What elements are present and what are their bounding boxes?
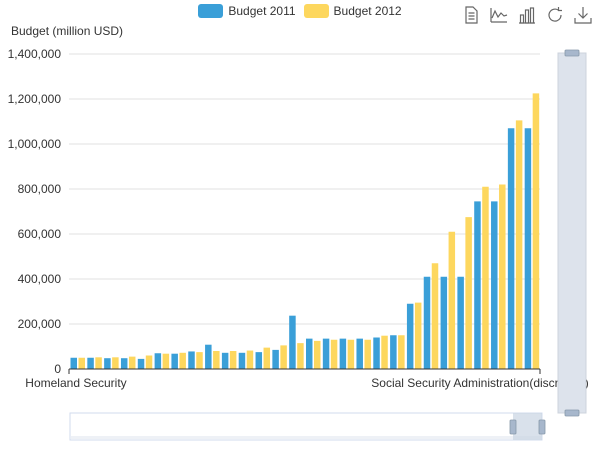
y-tick-label: 1,400,000	[8, 47, 62, 61]
bar-2011[interactable]	[440, 276, 448, 369]
bar-2012[interactable]	[398, 335, 405, 369]
bar-2011[interactable]	[87, 357, 94, 369]
bar-2012[interactable]	[162, 353, 170, 369]
bar-2011[interactable]	[289, 315, 296, 369]
bar-2011[interactable]	[70, 357, 78, 369]
bar-2011[interactable]	[457, 276, 464, 369]
bar-2011[interactable]	[120, 358, 128, 369]
legend-swatch-2011	[198, 4, 224, 18]
bar-2011[interactable]	[524, 128, 532, 369]
bar-2011[interactable]	[373, 337, 380, 370]
bar-2011[interactable]	[322, 338, 330, 370]
bar-2012[interactable]	[499, 184, 506, 370]
bar-2011[interactable]	[205, 344, 212, 369]
bar-2012[interactable]	[297, 343, 304, 370]
bar-2012[interactable]	[414, 302, 422, 370]
bar-2012[interactable]	[246, 350, 254, 369]
bar-2012[interactable]	[95, 357, 102, 369]
bar-2012[interactable]	[280, 345, 287, 370]
legend: Budget 2011 Budget 2012	[0, 4, 600, 18]
bar-2011[interactable]	[339, 338, 347, 370]
bar-2012[interactable]	[179, 352, 186, 369]
bar-2012[interactable]	[263, 347, 271, 370]
bar-2012[interactable]	[314, 340, 321, 370]
legend-item-budget-2011[interactable]: Budget 2011	[198, 4, 296, 18]
bar-2012[interactable]	[112, 357, 119, 369]
horizontal-datazoom-handle-left[interactable]	[509, 419, 517, 435]
vertical-datazoom-window[interactable]	[557, 52, 587, 414]
bar-2012[interactable]	[364, 339, 371, 369]
bar-2012[interactable]	[515, 120, 523, 370]
vertical-datazoom[interactable]	[557, 49, 587, 417]
bar-2012[interactable]	[381, 335, 388, 369]
toolbox	[462, 6, 592, 24]
bar-2011[interactable]	[255, 352, 263, 370]
bar-2012[interactable]	[196, 352, 203, 370]
restore-icon[interactable]	[546, 6, 564, 24]
horizontal-datazoom[interactable]	[69, 412, 546, 441]
horizontal-datazoom-handle-right[interactable]	[538, 419, 546, 435]
y-tick-label: 0	[54, 362, 61, 376]
legend-item-budget-2012[interactable]: Budget 2012	[303, 4, 402, 18]
bar-chart-icon[interactable]	[518, 6, 536, 24]
horizontal-datazoom-window[interactable]	[513, 413, 542, 440]
bar-2011[interactable]	[221, 352, 229, 369]
bar-2012[interactable]	[532, 93, 540, 370]
bar-2011[interactable]	[306, 338, 313, 370]
bar-2011[interactable]	[507, 128, 515, 369]
bar-2012[interactable]	[330, 339, 338, 369]
legend-label-2012: Budget 2012	[333, 4, 402, 18]
legend-label-2011: Budget 2011	[228, 4, 296, 18]
bar-2012[interactable]	[482, 186, 489, 369]
y-tick-label: 1,200,000	[8, 92, 62, 106]
y-tick-label: 200,000	[18, 317, 62, 331]
bar-2012[interactable]	[145, 355, 153, 370]
bar-2012[interactable]	[229, 351, 237, 369]
y-axis-label: Budget (million USD)	[11, 24, 124, 38]
horizontal-datazoom-shadow	[71, 436, 541, 439]
bar-2012[interactable]	[431, 263, 439, 369]
x-tick-label-first: Homeland Security	[25, 376, 126, 390]
save-image-icon[interactable]	[574, 6, 592, 24]
vertical-datazoom-handle-bottom[interactable]	[564, 409, 580, 417]
bar-2012[interactable]	[78, 357, 86, 369]
bar-2012[interactable]	[213, 351, 220, 369]
line-chart-icon[interactable]	[490, 6, 508, 24]
bar-2011[interactable]	[272, 349, 279, 370]
y-tick-label: 400,000	[18, 272, 62, 286]
legend-swatch-2012	[303, 4, 329, 18]
bar-2011[interactable]	[474, 201, 481, 370]
bar-2012[interactable]	[128, 356, 136, 370]
bar-2012[interactable]	[465, 217, 472, 370]
bar-2011[interactable]	[171, 353, 178, 369]
data-view-icon[interactable]	[462, 6, 480, 24]
y-tick-label: 600,000	[18, 227, 62, 241]
bar-2011[interactable]	[154, 353, 162, 369]
bar-2011[interactable]	[104, 358, 111, 369]
bar-2011[interactable]	[188, 351, 195, 369]
bar-2012[interactable]	[347, 339, 355, 369]
bar-2011[interactable]	[137, 358, 145, 370]
y-tick-label: 800,000	[18, 182, 62, 196]
y-tick-label: 1,000,000	[8, 137, 62, 151]
bar-2011[interactable]	[406, 303, 414, 369]
bar-2011[interactable]	[356, 338, 363, 370]
bar-2011[interactable]	[238, 352, 246, 369]
bar-2011[interactable]	[423, 276, 431, 369]
horizontal-datazoom-track	[69, 412, 543, 441]
bar-2011[interactable]	[390, 335, 397, 369]
bar-2012[interactable]	[448, 231, 456, 369]
x-tick-label-last: Social Security Administration(discretio…	[371, 376, 588, 390]
vertical-datazoom-handle-top[interactable]	[564, 49, 580, 57]
bar-2011[interactable]	[491, 201, 498, 370]
